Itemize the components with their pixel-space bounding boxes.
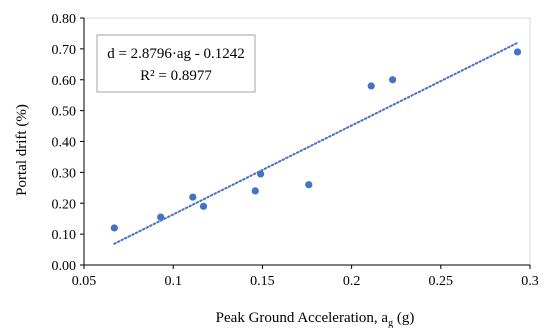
y-tick-label: 0.10: [52, 228, 77, 243]
equation-box: d = 2.8796·ag - 0.1242 R² = 0.8977: [96, 34, 256, 93]
y-axis-title: Portal drift (%): [14, 104, 30, 196]
y-tick-label: 0.50: [52, 105, 77, 120]
x-tick-label: 0.25: [429, 274, 454, 289]
y-tick-label: 0.70: [52, 43, 77, 58]
y-tick-label: 0.20: [52, 197, 77, 212]
data-point: [367, 82, 375, 90]
y-tick-label: 0.30: [52, 166, 77, 181]
data-point: [389, 76, 397, 84]
y-tick-label: 0.00: [52, 259, 77, 274]
y-axis-ticks: 0.00 0.10 0.20 0.30 0.40 0.50 0.60 0.70 0.80: [52, 12, 84, 274]
data-point: [199, 202, 208, 210]
x-tick-label: 0.3: [521, 274, 539, 289]
equation-label: d = 2.8796·ag - 0.1242: [107, 46, 245, 62]
x-tick-label: 0.2: [343, 274, 361, 289]
x-axis-title: Peak Ground Acceleration, ag (g): [216, 310, 415, 328]
data-point: [257, 170, 265, 178]
data-point: [251, 187, 259, 195]
data-point: [110, 224, 118, 232]
x-axis-ticks: 0.05 0.1 0.15 0.2 0.25 0.3: [72, 265, 539, 289]
data-point: [513, 48, 522, 56]
x-tick-label: 0.05: [72, 274, 97, 289]
data-point: [157, 213, 165, 221]
r-squared-label: R² = 0.8977: [140, 68, 212, 84]
data-points: [110, 48, 522, 232]
x-tick-label: 0.15: [250, 274, 275, 289]
y-tick-label: 0.80: [52, 12, 77, 27]
y-tick-label: 0.40: [52, 136, 77, 151]
data-point: [305, 181, 313, 189]
data-point: [189, 193, 197, 201]
y-tick-label: 0.60: [52, 74, 77, 89]
x-tick-label: 0.1: [164, 274, 182, 289]
trendline: [113, 41, 519, 245]
